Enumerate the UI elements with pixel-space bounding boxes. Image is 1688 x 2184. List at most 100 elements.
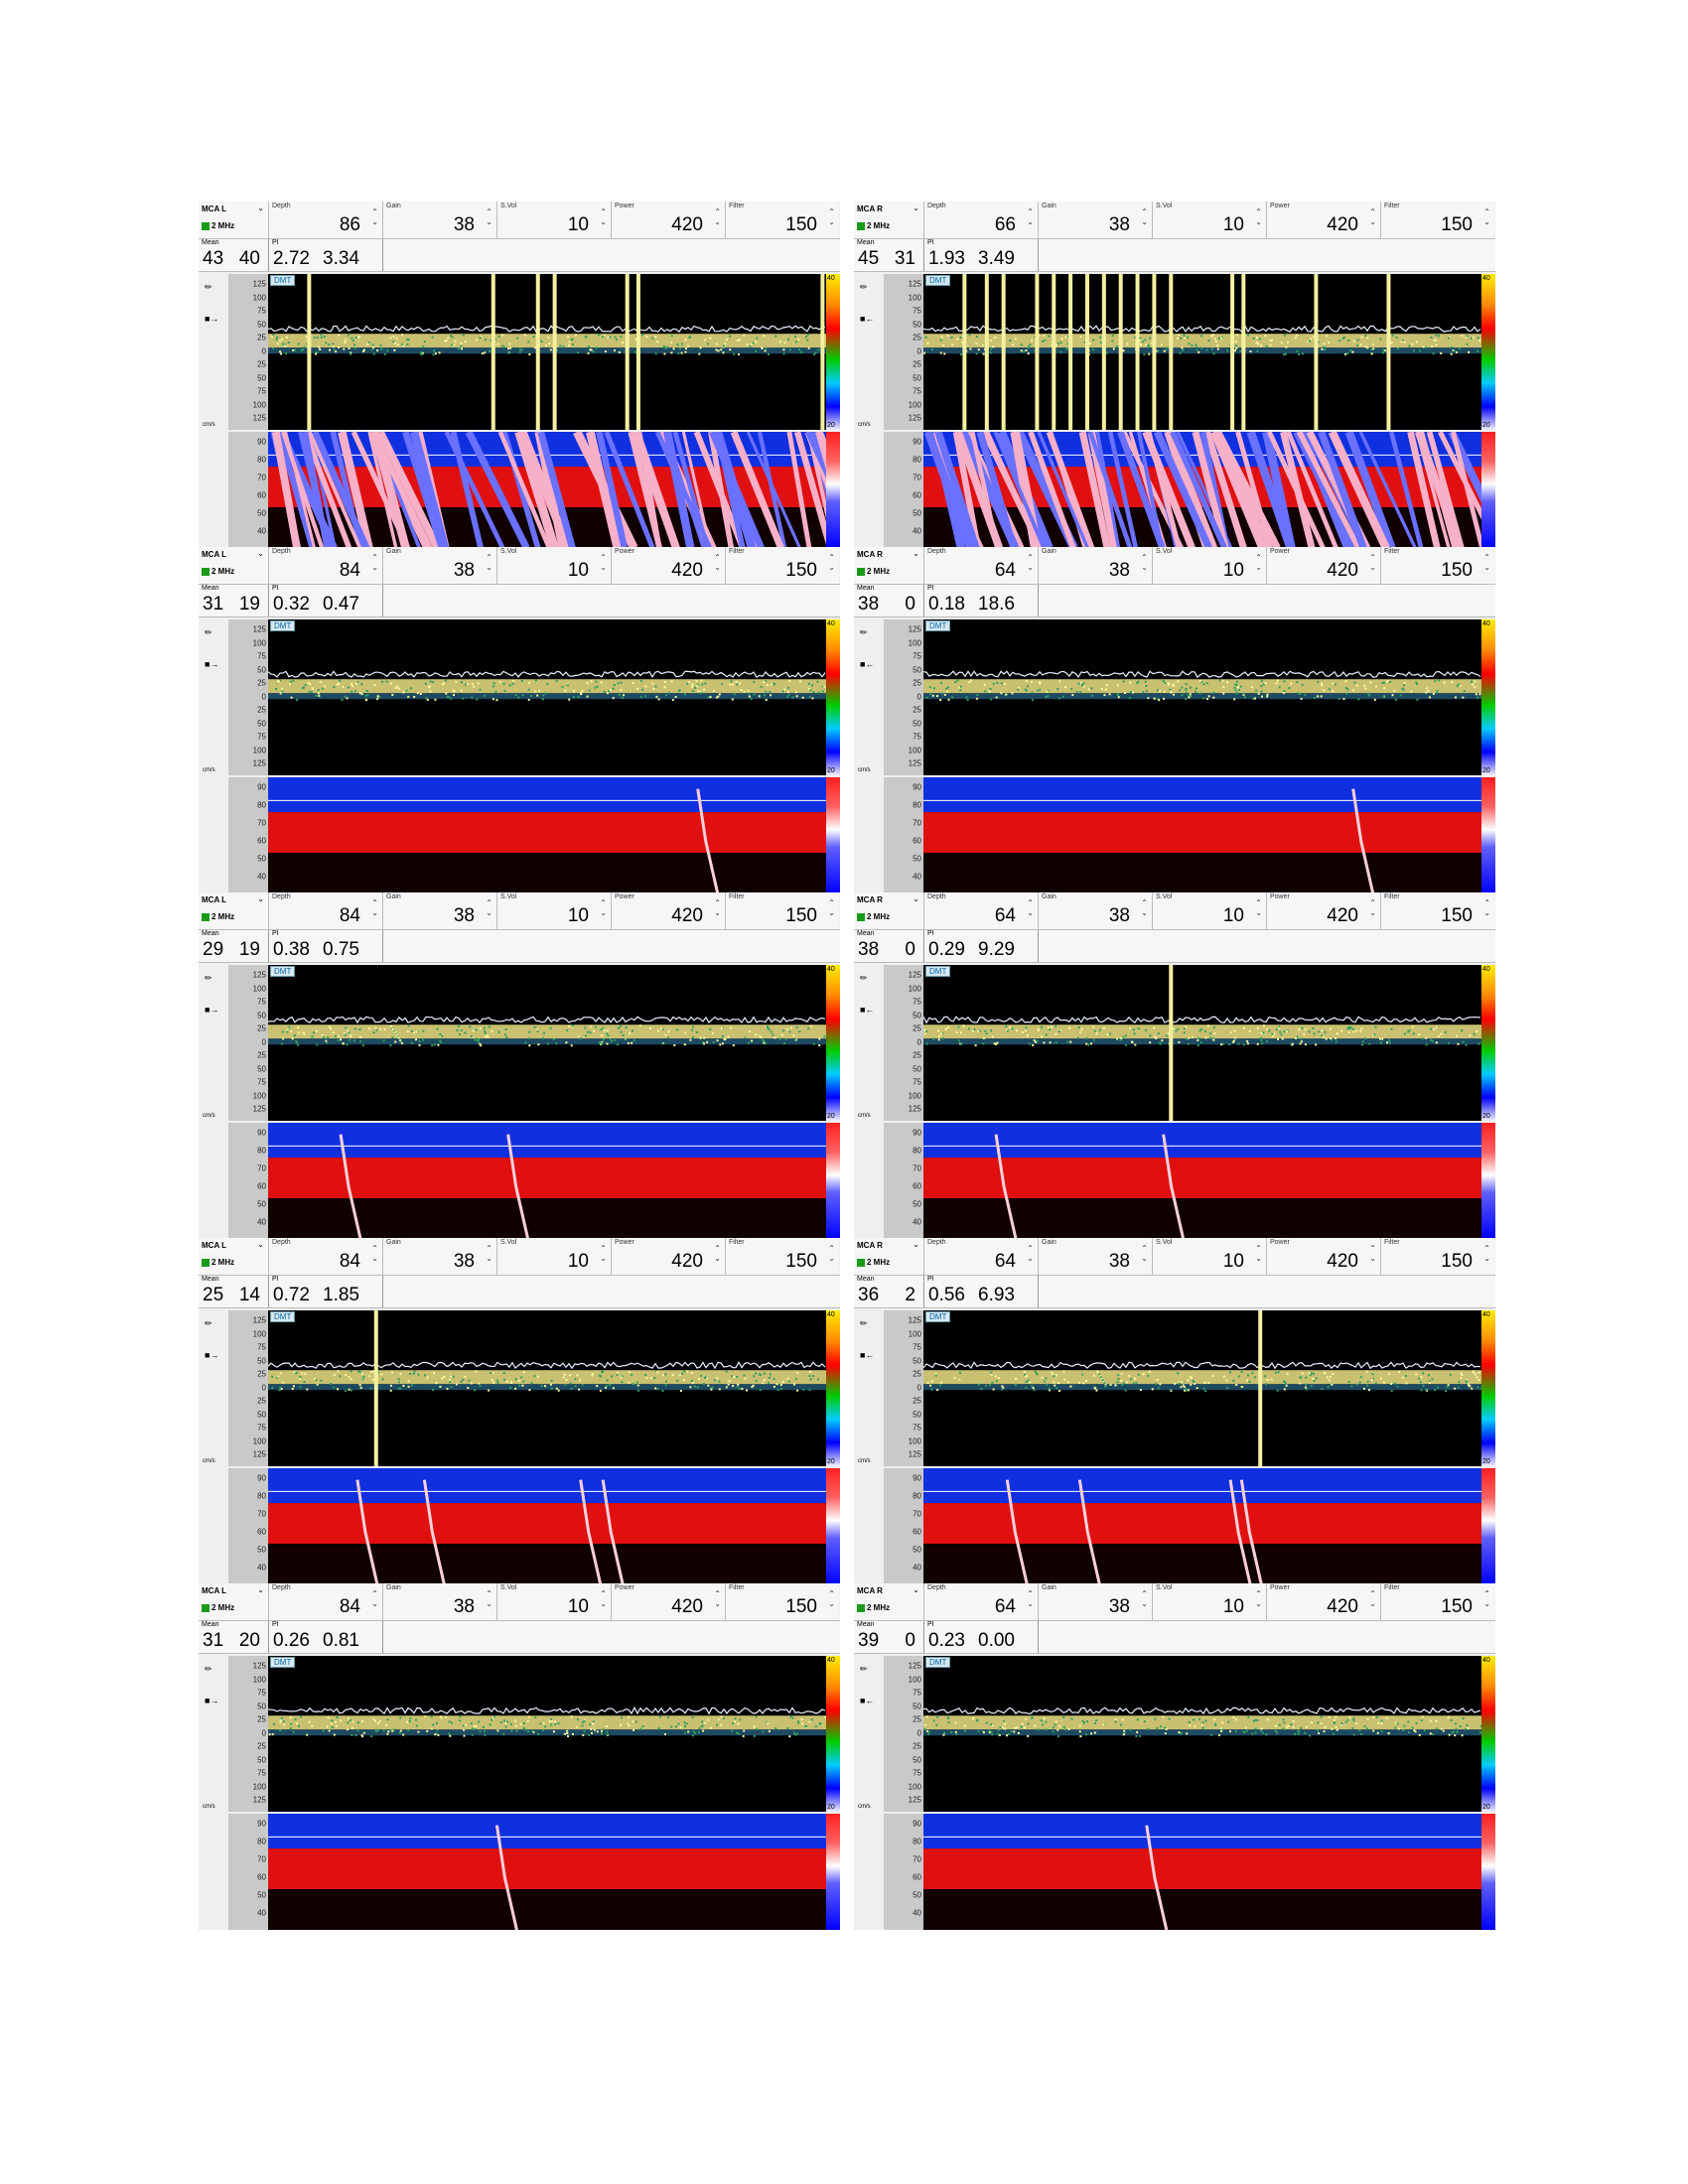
svol-control[interactable]: S.Vol 10 ⌃ ⌄ [497,1583,612,1620]
gain-control[interactable]: Gain 38 ⌃ ⌄ [383,547,497,584]
depth-value[interactable]: 84 [339,1251,360,1272]
gain-value[interactable]: 38 [1108,214,1130,235]
power-value[interactable]: 420 [1327,1251,1358,1272]
gain-control[interactable]: Gain 38 ⌃ ⌄ [1039,1238,1153,1275]
chevron-down-icon[interactable]: ⌄ [913,1240,919,1249]
power-value[interactable]: 420 [671,1251,703,1272]
gain-value[interactable]: 38 [1108,1251,1130,1272]
depth-control[interactable]: Depth 86 ⌃ ⌄ [269,202,383,238]
spinner-icon[interactable]: ⌃ ⌄ [828,553,835,572]
filter-control[interactable]: Filter 150 ⌃ ⌄ [1381,1583,1494,1620]
depth-value[interactable]: 84 [339,905,360,926]
spinner-icon[interactable]: ⌃ ⌄ [1369,1589,1376,1608]
gain-control[interactable]: Gain 38 ⌃ ⌄ [383,202,497,238]
depth-control[interactable]: Depth 64 ⌃ ⌄ [924,1583,1039,1620]
gain-value[interactable]: 38 [1108,905,1130,926]
doppler-spectrogram[interactable]: DMT [268,1656,826,1812]
filter-value[interactable]: 150 [785,214,817,235]
svol-control[interactable]: S.Vol 10 ⌃ ⌄ [497,1238,612,1275]
power-value[interactable]: 420 [671,214,703,235]
spinner-icon[interactable]: ⌃ ⌄ [1027,898,1034,917]
spinner-icon[interactable]: ⌃ ⌄ [1369,898,1376,917]
spinner-icon[interactable]: ⌃ ⌄ [371,207,378,226]
filter-value[interactable]: 150 [1441,1596,1473,1617]
spinner-icon[interactable]: ⌃ ⌄ [600,207,607,226]
depth-control[interactable]: Depth 66 ⌃ ⌄ [924,202,1039,238]
channel-select[interactable]: MCA L ⌄ 2 MHz [199,892,269,929]
filter-control[interactable]: Filter 150 ⌃ ⌄ [726,892,839,929]
spinner-icon[interactable]: ⌃ ⌄ [1027,207,1034,226]
spinner-icon[interactable]: ⌃ ⌄ [1027,1589,1034,1608]
power-value[interactable]: 420 [1327,1596,1358,1617]
spinner-icon[interactable]: ⌃ ⌄ [1369,553,1376,572]
gain-value[interactable]: 38 [453,1596,475,1617]
filter-control[interactable]: Filter 150 ⌃ ⌄ [726,1583,839,1620]
depth-value[interactable]: 64 [994,1596,1016,1617]
power-value[interactable]: 420 [1327,905,1358,926]
channel-select[interactable]: MCA L ⌄ 2 MHz [199,547,269,584]
spinner-icon[interactable]: ⌃ ⌄ [1141,553,1148,572]
spinner-icon[interactable]: ⌃ ⌄ [1141,207,1148,226]
power-m-mode[interactable] [923,777,1481,893]
svol-control[interactable]: S.Vol 10 ⌃ ⌄ [1153,202,1267,238]
power-control[interactable]: Power 420 ⌃ ⌄ [1267,1238,1381,1275]
svol-value[interactable]: 10 [1222,1596,1244,1617]
probe-icon[interactable]: ✏ [860,627,868,637]
spinner-icon[interactable]: ⌃ ⌄ [486,1589,492,1608]
gain-control[interactable]: Gain 38 ⌃ ⌄ [1039,1583,1153,1620]
chevron-down-icon[interactable]: ⌄ [913,549,919,558]
filter-value[interactable]: 150 [785,1251,817,1272]
power-m-mode[interactable] [268,1468,826,1584]
depth-value[interactable]: 86 [339,214,360,235]
spinner-icon[interactable]: ⌃ ⌄ [1255,1244,1262,1263]
filter-control[interactable]: Filter 150 ⌃ ⌄ [726,1238,839,1275]
doppler-spectrogram[interactable]: DMT [923,274,1481,430]
power-m-mode[interactable] [268,1814,826,1930]
power-control[interactable]: Power 420 ⌃ ⌄ [612,1238,726,1275]
spinner-icon[interactable]: ⌃ ⌄ [371,1589,378,1608]
depth-value[interactable]: 64 [994,905,1016,926]
svol-control[interactable]: S.Vol 10 ⌃ ⌄ [1153,547,1267,584]
probe-icon[interactable]: ✏ [205,282,212,292]
power-control[interactable]: Power 420 ⌃ ⌄ [1267,1583,1381,1620]
doppler-spectrogram[interactable]: DMT [268,1310,826,1466]
doppler-spectrogram[interactable]: DMT [268,965,826,1121]
svol-value[interactable]: 10 [567,905,589,926]
filter-control[interactable]: Filter 150 ⌃ ⌄ [1381,892,1494,929]
spinner-icon[interactable]: ⌃ ⌄ [1255,553,1262,572]
power-value[interactable]: 420 [1327,214,1358,235]
chevron-down-icon[interactable]: ⌄ [257,1240,264,1249]
power-m-mode[interactable] [268,1123,826,1239]
spinner-icon[interactable]: ⌃ ⌄ [600,898,607,917]
power-control[interactable]: Power 420 ⌃ ⌄ [612,547,726,584]
spinner-icon[interactable]: ⌃ ⌄ [828,1244,835,1263]
svol-value[interactable]: 10 [1222,560,1244,581]
spinner-icon[interactable]: ⌃ ⌄ [1255,898,1262,917]
depth-control[interactable]: Depth 84 ⌃ ⌄ [269,1583,383,1620]
depth-value[interactable]: 84 [339,560,360,581]
channel-select[interactable]: MCA L ⌄ 2 MHz [199,1238,269,1275]
direction-arrow-icon[interactable]: ■→ [205,1350,219,1360]
direction-arrow-icon[interactable]: ■← [860,1350,875,1360]
filter-value[interactable]: 150 [785,1596,817,1617]
probe-icon[interactable]: ✏ [205,1318,212,1328]
direction-arrow-icon[interactable]: ■→ [205,1696,219,1706]
depth-value[interactable]: 66 [994,214,1016,235]
chevron-down-icon[interactable]: ⌄ [913,204,919,212]
svol-value[interactable]: 10 [1222,214,1244,235]
power-m-mode[interactable] [923,1468,1481,1584]
spinner-icon[interactable]: ⌃ ⌄ [486,898,492,917]
gain-control[interactable]: Gain 38 ⌃ ⌄ [383,1238,497,1275]
power-value[interactable]: 420 [1327,560,1358,581]
filter-control[interactable]: Filter 150 ⌃ ⌄ [726,547,839,584]
doppler-spectrogram[interactable]: DMT [923,1310,1481,1466]
spinner-icon[interactable]: ⌃ ⌄ [371,553,378,572]
chevron-down-icon[interactable]: ⌄ [257,549,264,558]
svol-control[interactable]: S.Vol 10 ⌃ ⌄ [497,547,612,584]
spinner-icon[interactable]: ⌃ ⌄ [828,1589,835,1608]
chevron-down-icon[interactable]: ⌄ [913,894,919,903]
gain-control[interactable]: Gain 38 ⌃ ⌄ [1039,202,1153,238]
spinner-icon[interactable]: ⌃ ⌄ [714,553,721,572]
filter-control[interactable]: Filter 150 ⌃ ⌄ [1381,547,1494,584]
channel-select[interactable]: MCA L ⌄ 2 MHz [199,202,269,238]
